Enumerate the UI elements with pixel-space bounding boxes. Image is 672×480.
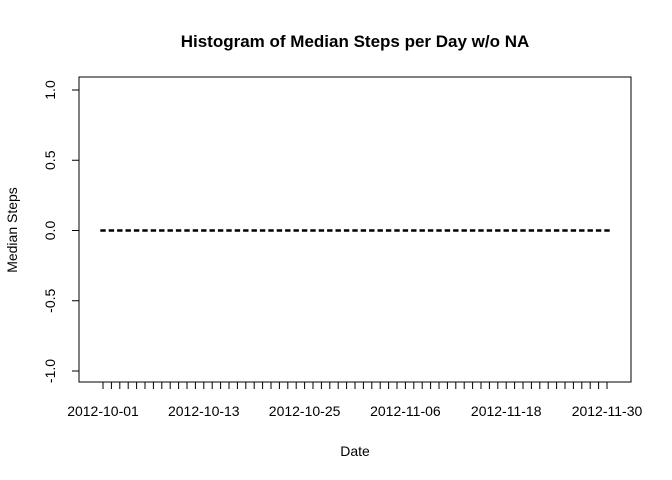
bar (125, 229, 131, 232)
bar (461, 229, 467, 232)
bar (226, 229, 232, 232)
bar (411, 229, 417, 232)
bar (150, 229, 157, 232)
bar (520, 229, 526, 232)
y-axis: -1.0 -0.5 0.0 0.5 1.0 (42, 80, 79, 383)
bar (100, 229, 106, 232)
bar (486, 229, 493, 232)
bar (402, 229, 409, 232)
x-axis: 2012-10-01 2012-10-13 2012-10-25 2012-11-06… (67, 382, 642, 419)
bar (117, 229, 123, 232)
bar (595, 229, 602, 232)
bar (251, 229, 257, 232)
bar (394, 229, 400, 232)
bar (427, 229, 434, 232)
bar (293, 229, 299, 232)
bar (335, 229, 341, 232)
y-axis-label: Median Steps (4, 187, 20, 273)
bar (377, 229, 383, 232)
bar (453, 229, 459, 232)
bar (243, 229, 249, 232)
bar (537, 229, 543, 232)
bar (444, 229, 451, 232)
bar (310, 229, 316, 232)
bar (352, 229, 358, 232)
bar (385, 229, 392, 232)
bar (562, 229, 568, 232)
bar (503, 229, 509, 232)
bar (495, 229, 501, 232)
bar (327, 229, 333, 232)
bar (276, 229, 283, 232)
chart-title: Histogram of Median Steps per Day w/o NA (181, 32, 530, 51)
bar (201, 229, 207, 232)
bar (167, 229, 173, 232)
bar (108, 229, 115, 232)
x-tick-label: 2012-11-18 (471, 403, 542, 419)
x-tick-label: 2012-10-25 (269, 403, 341, 419)
y-tick-label: -1.0 (42, 359, 58, 383)
bar (318, 229, 325, 232)
bar (369, 229, 375, 232)
bar (142, 229, 148, 232)
bar (175, 229, 182, 232)
bar (209, 229, 215, 232)
x-tick-label: 2012-11-06 (370, 403, 441, 419)
bar (553, 229, 560, 232)
bar (478, 229, 484, 232)
bar (343, 229, 350, 232)
y-tick-label: 0.0 (42, 221, 58, 241)
bar (511, 229, 518, 232)
bar (192, 229, 199, 232)
bar (528, 229, 535, 232)
bar (436, 229, 442, 232)
bar (545, 229, 551, 232)
bar (217, 229, 224, 232)
bar (259, 229, 266, 232)
bar (268, 229, 274, 232)
y-tick-label: -0.5 (42, 288, 58, 312)
bar (419, 229, 425, 232)
bar (159, 229, 165, 232)
bar (469, 229, 476, 232)
bar (570, 229, 577, 232)
y-tick-label: 0.5 (42, 150, 58, 170)
bar (301, 229, 308, 232)
data-marks (100, 229, 610, 232)
bar (285, 229, 291, 232)
bar (234, 229, 241, 232)
bar (133, 229, 140, 232)
bar (579, 229, 585, 232)
bar (184, 229, 190, 232)
x-tick-label: 2012-10-13 (168, 403, 240, 419)
x-axis-label: Date (340, 443, 370, 459)
y-tick-label: 1.0 (42, 80, 58, 100)
bar (360, 229, 367, 232)
bar (604, 229, 610, 232)
x-tick-label: 2012-11-30 (572, 403, 643, 419)
bar (587, 229, 593, 232)
x-tick-label: 2012-10-01 (67, 403, 139, 419)
